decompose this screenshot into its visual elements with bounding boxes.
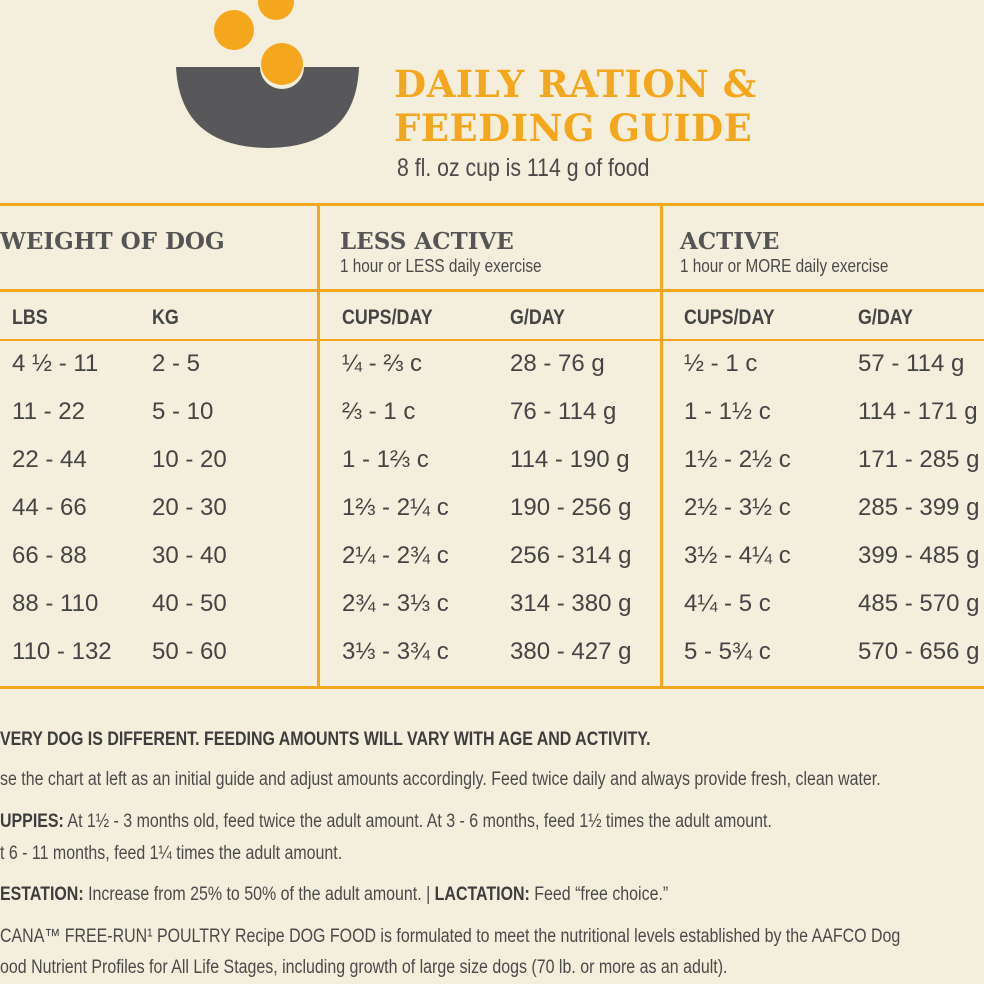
table-cell: 66 - 88	[12, 542, 87, 569]
table-cell: 2½ - 3½ c	[684, 494, 791, 521]
table-cell: 4 ½ - 11	[12, 350, 99, 377]
note-line: ood Nutrient Profiles for All Life Stage…	[0, 957, 727, 979]
table-cell: 110 - 132	[12, 638, 112, 665]
note-line: CANA™ FREE-RUN¹ POULTRY Recipe DOG FOOD …	[0, 926, 900, 948]
group-subheader: 1 hour or LESS daily exercise	[340, 256, 542, 276]
table-cell: 314 - 380 g	[510, 590, 632, 617]
column-header: LBS	[12, 306, 48, 329]
note-text: At 1½ - 3 months old, feed twice the adu…	[63, 811, 772, 832]
note-line: se the chart at left as an initial guide…	[0, 769, 881, 791]
column-header: CUPS/DAY	[342, 306, 433, 329]
table-cell: 10 - 20	[152, 446, 227, 473]
table-cell: ½ - 1 c	[684, 350, 758, 377]
table-cell: 114 - 190 g	[510, 446, 630, 473]
table-cell: 2¾ - 3⅓ c	[342, 590, 449, 617]
note-line: UPPIES: At 1½ - 3 months old, feed twice…	[0, 811, 772, 833]
table-cell: 2 - 5	[152, 350, 201, 377]
note-text: VERY DOG IS DIFFERENT. FEEDING AMOUNTS W…	[0, 729, 651, 750]
column-header: CUPS/DAY	[684, 306, 775, 329]
column-header: KG	[152, 306, 179, 329]
table-cell: 88 - 110	[12, 590, 99, 617]
group-header: ACTIVE	[680, 228, 780, 255]
group-header: WEIGHT OF DOG	[0, 228, 225, 255]
table-cell: 4¼ - 5 c	[684, 590, 771, 617]
table-cell: 2¼ - 2¾ c	[342, 542, 449, 569]
table-cell: 57 - 114 g	[858, 350, 965, 377]
table-cell: 50 - 60	[152, 638, 227, 665]
table-cell: 380 - 427 g	[510, 638, 632, 665]
note-line: ESTATION: Increase from 25% to 50% of th…	[0, 884, 668, 906]
table-cell: 3⅓ - 3¾ c	[342, 638, 449, 665]
table-cell: 399 - 485 g	[858, 542, 980, 569]
title: DAILY RATION &	[394, 62, 757, 106]
title: FEEDING GUIDE	[394, 106, 753, 150]
table-cell: 570 - 656 g	[858, 638, 980, 665]
table-cell: 114 - 171 g	[858, 398, 978, 425]
note-text: LACTATION:	[434, 884, 530, 905]
note-line: t 6 - 11 months, feed 1¼ times the adult…	[0, 843, 342, 865]
note-text: UPPIES:	[0, 811, 64, 832]
note-text: ood Nutrient Profiles for All Life Stage…	[0, 957, 728, 978]
table-cell: 40 - 50	[152, 590, 227, 617]
table-cell: 5 - 10	[152, 398, 214, 425]
note-line: VERY DOG IS DIFFERENT. FEEDING AMOUNTS W…	[0, 729, 651, 751]
table-cell: 30 - 40	[152, 542, 227, 569]
table-cell: 485 - 570 g	[858, 590, 980, 617]
table-cell: 1 - 1½ c	[684, 398, 771, 425]
note-text: se the chart at left as an initial guide…	[0, 769, 881, 790]
table-cell: 1½ - 2½ c	[684, 446, 791, 473]
column-header: G/DAY	[510, 306, 565, 329]
bowl-logo	[176, 0, 359, 148]
table-cell: 1 - 1⅔ c	[342, 446, 429, 473]
subtitle: 8 fl. oz cup is 114 g of food	[397, 154, 650, 182]
note-text: CANA™ FREE-RUN¹ POULTRY Recipe DOG FOOD …	[0, 926, 901, 947]
note-text: ESTATION:	[0, 884, 84, 905]
table-cell: 76 - 114 g	[510, 398, 617, 425]
table-cell: 190 - 256 g	[510, 494, 632, 521]
table-cell: 171 - 285 g	[858, 446, 980, 473]
note-text: Increase from 25% to 50% of the adult am…	[83, 884, 435, 905]
group-subheader: 1 hour or MORE daily exercise	[680, 256, 889, 276]
table-cell: ¼ - ⅔ c	[342, 350, 423, 377]
table-cell: 44 - 66	[12, 494, 87, 521]
table-cell: 256 - 314 g	[510, 542, 632, 569]
table-cell: 1⅔ - 2¼ c	[342, 494, 449, 521]
table-cell: 5 - 5¾ c	[684, 638, 771, 665]
table-cell: 20 - 30	[152, 494, 227, 521]
column-header: G/DAY	[858, 306, 913, 329]
note-text: Feed “free choice.”	[529, 884, 669, 905]
note-text: t 6 - 11 months, feed 1¼ times the adult…	[0, 843, 343, 864]
table-cell: 285 - 399 g	[858, 494, 980, 521]
table-cell: 22 - 44	[12, 446, 87, 473]
table-cell: 28 - 76 g	[510, 350, 605, 377]
table-cell: 11 - 22	[12, 398, 85, 425]
table-cell: 3½ - 4¼ c	[684, 542, 791, 569]
group-header: LESS ACTIVE	[340, 228, 514, 255]
table-cell: ⅔ - 1 c	[342, 398, 416, 425]
